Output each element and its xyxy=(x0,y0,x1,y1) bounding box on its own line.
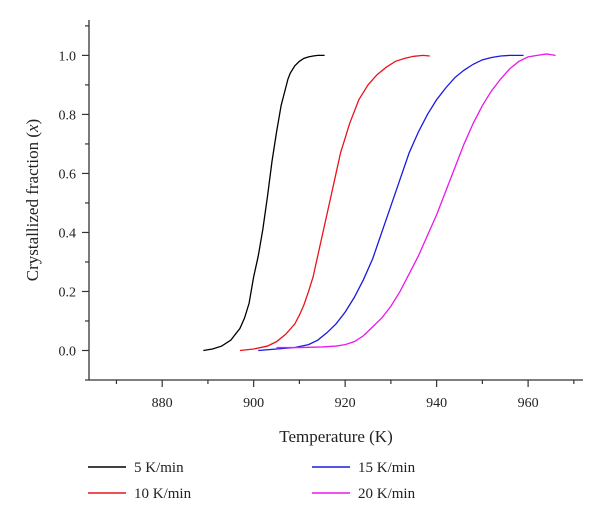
series-line xyxy=(239,54,430,352)
y-tick-label: 0.8 xyxy=(59,108,77,123)
plot-frame xyxy=(88,20,583,381)
legend-label: 5 K/min xyxy=(134,460,184,476)
x-axis-title: Temperature (K) xyxy=(279,427,393,446)
x-tick-label: 960 xyxy=(518,396,539,411)
y-tick-label: 0.0 xyxy=(59,344,77,359)
legend-label: 20 K/min xyxy=(358,486,416,502)
y-tick-label: 0.4 xyxy=(59,226,77,241)
y-tick-label: 0.6 xyxy=(59,167,77,182)
series-line xyxy=(276,53,556,349)
legend: 5 K/min 10 K/min 15 K/min 20 K/min xyxy=(88,460,416,502)
series-line xyxy=(203,54,325,352)
x-tick-label: 900 xyxy=(243,396,264,411)
x-axis-ticks: 880 900 920 940 960 xyxy=(115,380,575,411)
y-axis-title: Crystallized fraction (x) xyxy=(23,119,42,281)
x-tick-label: 920 xyxy=(335,396,356,411)
x-tick-label: 940 xyxy=(426,396,447,411)
legend-label: 15 K/min xyxy=(358,460,416,476)
y-axis-title-end: ) xyxy=(23,119,42,125)
legend-label: 10 K/min xyxy=(134,486,192,502)
y-axis-title-main: Crystallized fraction ( xyxy=(23,132,42,282)
y-tick-label: 0.2 xyxy=(59,285,77,300)
series-layer xyxy=(203,53,556,352)
x-tick-label: 880 xyxy=(152,396,173,411)
y-tick-label: 1.0 xyxy=(59,49,77,64)
series-line xyxy=(258,54,524,352)
y-axis-title-variable: x xyxy=(23,124,42,133)
y-axis-ticks: 0.0 0.2 0.4 0.6 0.8 1.0 xyxy=(59,25,89,381)
